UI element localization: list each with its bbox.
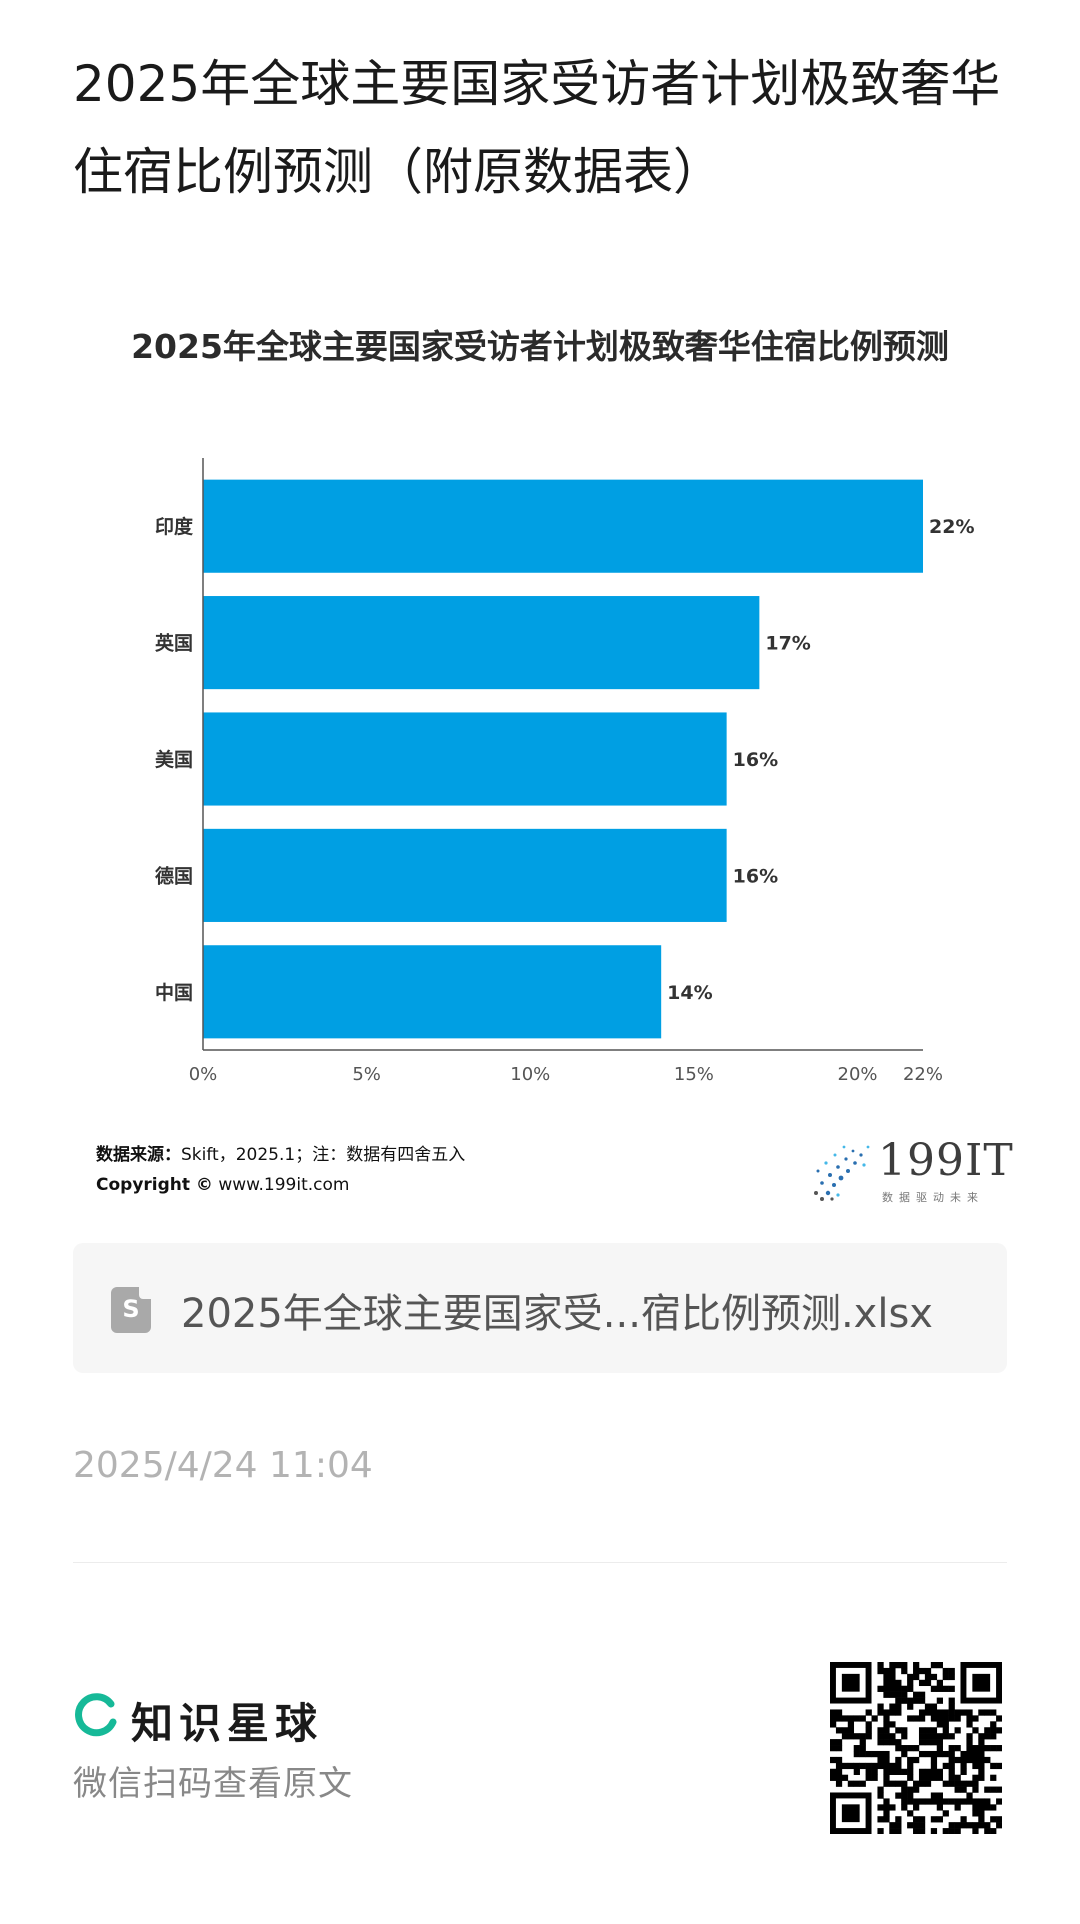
data-label: 17% (765, 633, 810, 655)
logo-text: 199IT (878, 1135, 1014, 1186)
x-tick-label: 0% (189, 1064, 218, 1085)
source-label: 数据来源： (96, 1145, 181, 1165)
category-label: 美国 (155, 748, 193, 771)
copyright-label: Copyright © (96, 1175, 213, 1195)
brand-name: 知识星球 (131, 1699, 324, 1748)
x-tick-label: 5% (352, 1064, 381, 1085)
x-tick-label: 22% (903, 1064, 943, 1085)
qr-finder (841, 1804, 860, 1823)
chart-image: 印度 22% 英国 17% 美国 16% 德国 16% 中国 14% 0% 5% 10% 15% 20% 22… (73, 290, 1013, 1220)
post-title: 2025年全球主要国家受访者计划极致奢华住宿比例预测（附原数据表） (73, 55, 1001, 201)
qr-modules (830, 1662, 1002, 1834)
post-timestamp: 2025/4/24 11:04 (73, 1445, 373, 1486)
qr-code[interactable] (830, 1662, 1002, 1834)
x-tick-label: 20% (838, 1064, 878, 1085)
data-label: 16% (733, 749, 778, 771)
chart-title: 2025年全球主要国家受访者计划极致奢华住宿比例预测 (131, 327, 949, 366)
bar-chart: 印度 22% 英国 17% 美国 16% 德国 16% 中国 14% 0% 5% 10% 15% 20% 22… (155, 458, 974, 1085)
dot-burst-icon (814, 1145, 870, 1201)
data-source: 数据来源：Skift，2025.1；注：数据有四舍五入 Copyright © … (96, 1140, 465, 1200)
category-label: 中国 (155, 981, 193, 1004)
bar-3 (203, 828, 727, 922)
spreadsheet-file-icon: S (111, 1287, 151, 1333)
bar-0 (203, 479, 923, 573)
bar-4 (203, 945, 662, 1039)
copyright-site: www.199it.com (212, 1175, 350, 1195)
199it-logo: 199IT 数据驱动未来 (808, 1135, 1013, 1215)
source-text: Skift，2025.1；注：数据有四舍五入 (181, 1145, 466, 1165)
category-label: 英国 (155, 632, 193, 655)
zsxq-logo-icon (75, 1693, 117, 1737)
divider (73, 1562, 1007, 1563)
attachment-card[interactable]: S 2025年全球主要国家受...宿比例预测.xlsx (73, 1243, 1007, 1373)
category-label: 印度 (155, 515, 194, 538)
data-label: 16% (733, 865, 778, 887)
data-label: 14% (667, 982, 712, 1004)
bar-2 (203, 712, 727, 806)
qr-finder (841, 1673, 860, 1692)
bar-1 (203, 596, 760, 690)
x-tick-label: 15% (674, 1064, 714, 1085)
x-tick-label: 10% (510, 1064, 550, 1085)
category-label: 德国 (155, 864, 193, 887)
qr-finder (972, 1673, 991, 1692)
attachment-name: 2025年全球主要国家受...宿比例预测.xlsx (181, 1291, 933, 1337)
data-label: 22% (929, 516, 974, 538)
file-icon-letter: S (122, 1295, 140, 1323)
logo-subtitle: 数据驱动未来 (882, 1191, 984, 1204)
scan-hint: 微信扫码查看原文 (73, 1764, 353, 1804)
